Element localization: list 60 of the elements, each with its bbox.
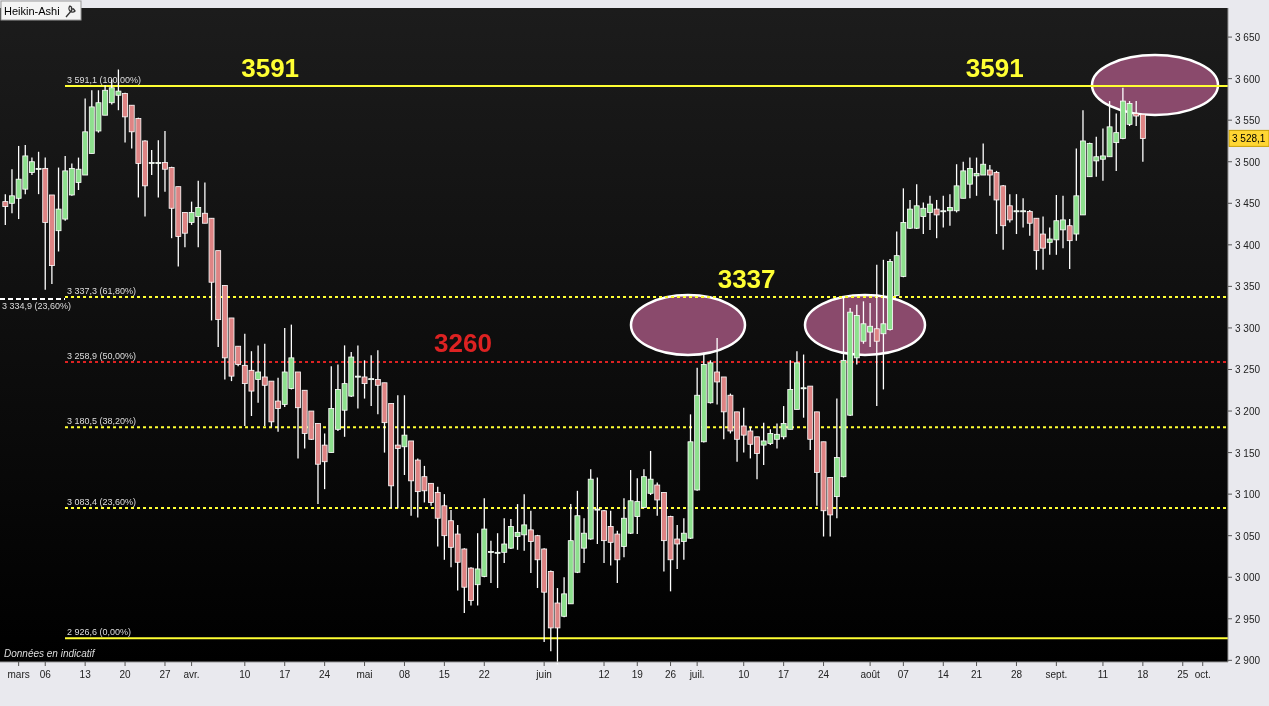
x-tick-label: 07 bbox=[897, 669, 910, 680]
ref-line-label: 3 337,3 (61,80%) bbox=[67, 285, 137, 296]
ref-line-label: 2 926,6 (0,00%) bbox=[67, 627, 132, 638]
ref-line-label: 3 180,5 (38,20%) bbox=[67, 416, 137, 427]
y-tick-label: 3 200 bbox=[1235, 406, 1261, 418]
y-tick-label: 2 950 bbox=[1235, 613, 1261, 625]
x-tick-label: août bbox=[860, 669, 881, 680]
x-tick-label: 06 bbox=[39, 669, 52, 680]
y-tick-label: 3 600 bbox=[1235, 73, 1261, 85]
x-tick-label: sept. bbox=[1045, 669, 1068, 680]
x-tick-label: 14 bbox=[937, 669, 950, 680]
annotation: 3337 bbox=[717, 264, 776, 295]
x-tick-label: 17 bbox=[778, 669, 790, 680]
y-tick-label: 2 900 bbox=[1235, 655, 1261, 667]
y-tick-label: 3 250 bbox=[1235, 364, 1261, 376]
annotation: Données en indicatif bbox=[4, 648, 96, 659]
x-tick-label: 22 bbox=[478, 669, 491, 680]
x-tick-label: 08 bbox=[398, 669, 411, 680]
x-tick-label: mai bbox=[356, 669, 373, 680]
y-tick-label: 3 150 bbox=[1235, 447, 1261, 459]
x-tick-label: 24 bbox=[817, 669, 830, 680]
x-tick-label: 19 bbox=[631, 669, 644, 680]
x-tick-label: 24 bbox=[319, 669, 331, 680]
y-tick-label: 3 650 bbox=[1235, 32, 1261, 44]
annotation: 3260 bbox=[434, 328, 492, 359]
x-tick-label: juil. bbox=[688, 669, 705, 680]
ref-line-label: 3 258,9 (50,00%) bbox=[67, 351, 137, 362]
x-tick-label: 17 bbox=[279, 669, 291, 680]
y-tick-label: 3 550 bbox=[1235, 115, 1261, 127]
x-tick-label: oct. bbox=[1194, 669, 1211, 680]
y-tick-label: 3 100 bbox=[1235, 489, 1261, 501]
y-tick-label: 3 300 bbox=[1235, 322, 1261, 334]
x-tick-label: juin bbox=[535, 669, 552, 680]
y-tick-label: 3 000 bbox=[1235, 572, 1261, 584]
y-tick-label: 3 050 bbox=[1235, 530, 1261, 542]
y-tick-label: 3 400 bbox=[1235, 239, 1261, 251]
x-tick-label: 18 bbox=[1137, 669, 1149, 680]
x-tick-label: avr. bbox=[183, 669, 200, 680]
annotation: 3 528,1 bbox=[1232, 133, 1266, 145]
ref-line-label: 3 083,4 (23,60%) bbox=[67, 496, 137, 507]
x-tick-label: 20 bbox=[119, 669, 132, 680]
x-tick-label: 25 bbox=[1177, 669, 1189, 680]
x-tick-label: 10 bbox=[239, 669, 251, 680]
x-tick-label: mars bbox=[7, 669, 30, 680]
annotation: 3591 bbox=[965, 53, 1024, 84]
ref-line-label: 3 334,9 (23,60%) bbox=[2, 300, 72, 311]
x-tick-label: 10 bbox=[738, 669, 750, 680]
y-tick-label: 3 500 bbox=[1235, 156, 1261, 168]
annotation: 3591 bbox=[241, 53, 300, 84]
x-tick-label: 27 bbox=[159, 669, 171, 680]
x-tick-label: 28 bbox=[1010, 669, 1023, 680]
y-tick-label: 3 350 bbox=[1235, 281, 1261, 293]
x-tick-label: 12 bbox=[598, 669, 611, 680]
x-tick-label: 21 bbox=[970, 669, 983, 680]
y-tick-label: 3 450 bbox=[1235, 198, 1261, 210]
x-tick-label: 26 bbox=[664, 669, 677, 680]
x-tick-label: 11 bbox=[1097, 669, 1109, 680]
chart-title: Heikin-Ashi bbox=[4, 5, 60, 17]
x-tick-label: 13 bbox=[79, 669, 92, 680]
x-tick-label: 15 bbox=[438, 669, 451, 680]
